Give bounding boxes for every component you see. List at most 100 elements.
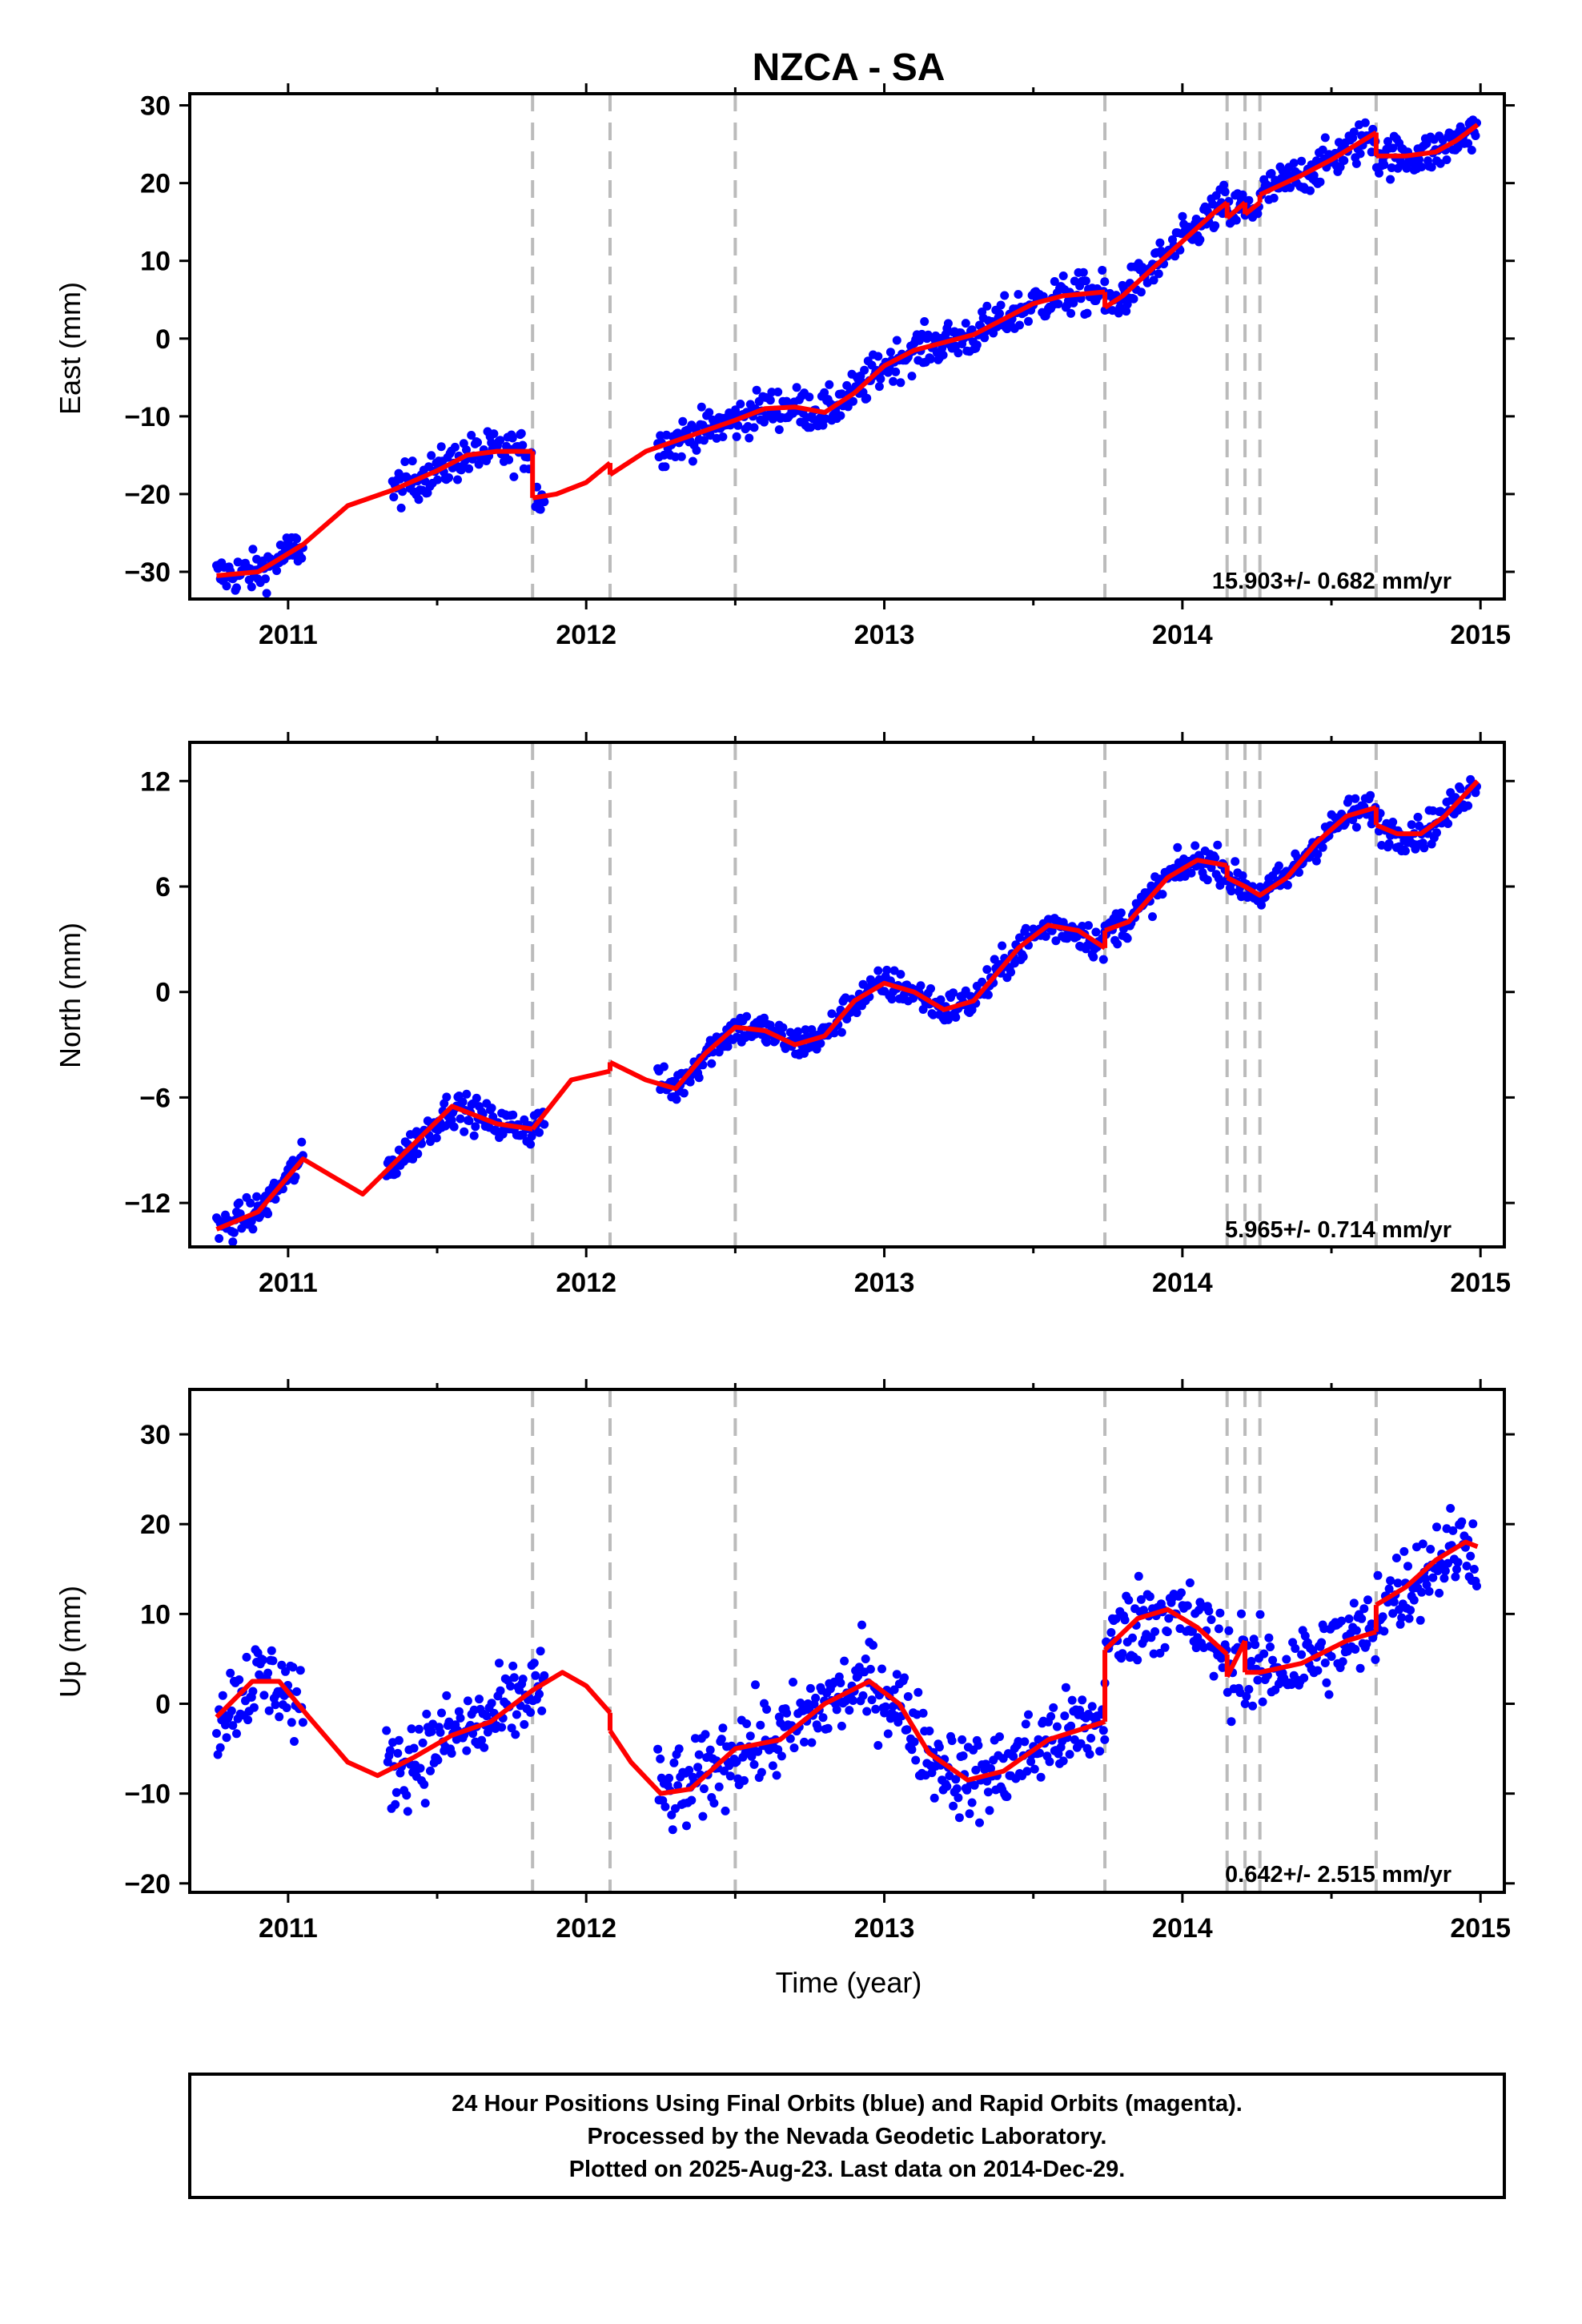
x-tick-label: 2013 xyxy=(854,1913,915,1944)
data-point xyxy=(418,1738,428,1747)
data-point xyxy=(685,1766,694,1775)
data-point xyxy=(1100,277,1110,287)
model-curve xyxy=(608,923,1106,1092)
data-point xyxy=(938,350,948,360)
data-point xyxy=(277,1660,287,1670)
data-point xyxy=(869,1641,877,1650)
model-curve xyxy=(532,460,612,501)
up-rate-label: 0.642+/- 2.515 mm/yr xyxy=(1225,1862,1452,1888)
data-point xyxy=(447,1748,456,1758)
x-tick-label: 2014 xyxy=(1152,620,1213,650)
data-point xyxy=(540,1120,549,1129)
data-point xyxy=(762,1705,772,1714)
data-point xyxy=(1021,923,1030,933)
data-point xyxy=(1024,316,1033,326)
data-point xyxy=(454,1707,464,1716)
data-point xyxy=(456,1713,465,1723)
model-curve xyxy=(608,1679,1106,1796)
data-point xyxy=(1098,955,1108,964)
data-point xyxy=(1085,1750,1094,1759)
data-point xyxy=(426,1766,435,1775)
data-point xyxy=(420,1779,429,1789)
data-point xyxy=(668,1825,677,1835)
model-curve xyxy=(1103,200,1229,310)
east-panel: East (mm) 2011 2012 2013 2014 2015 −30 −20 −10 0… xyxy=(54,83,1515,650)
y-tick-label: −20 xyxy=(124,480,171,510)
data-point xyxy=(694,1750,704,1759)
data-point xyxy=(765,396,775,405)
data-point xyxy=(896,378,905,388)
data-point xyxy=(227,1706,236,1715)
data-point xyxy=(1122,300,1132,309)
data-point xyxy=(985,1806,994,1815)
data-point xyxy=(862,1707,872,1716)
data-point xyxy=(1388,1609,1398,1618)
data-point xyxy=(768,414,777,424)
data-point xyxy=(876,374,885,384)
data-point xyxy=(1067,1695,1077,1705)
y-tick-label: 10 xyxy=(140,247,171,277)
data-point xyxy=(677,452,686,461)
data-point xyxy=(951,1775,961,1784)
data-point xyxy=(907,372,917,381)
data-point xyxy=(913,1687,923,1697)
data-point xyxy=(900,1673,909,1683)
data-point xyxy=(767,388,777,397)
data-point xyxy=(437,1708,446,1718)
model-curve xyxy=(1225,200,1247,220)
data-point xyxy=(1231,215,1241,225)
data-point xyxy=(889,1702,898,1711)
data-point xyxy=(1160,1642,1170,1652)
data-point xyxy=(1061,1683,1070,1692)
data-point xyxy=(777,1751,786,1761)
data-point xyxy=(262,589,271,598)
data-point xyxy=(1407,820,1416,830)
data-point xyxy=(774,425,784,434)
data-point xyxy=(228,1721,238,1731)
data-point xyxy=(391,1799,400,1809)
data-point xyxy=(845,1706,854,1715)
data-point xyxy=(694,1073,704,1083)
data-point xyxy=(1022,1767,1032,1776)
data-point xyxy=(291,1172,300,1182)
data-point xyxy=(1386,1576,1395,1586)
data-point xyxy=(1207,1615,1216,1624)
data-point xyxy=(248,1687,258,1696)
data-point xyxy=(1453,1558,1463,1567)
data-point xyxy=(1036,1772,1046,1782)
data-point xyxy=(268,1656,278,1666)
data-point xyxy=(772,1771,781,1780)
data-point xyxy=(1453,143,1463,152)
data-point xyxy=(887,995,897,1004)
data-point xyxy=(669,1758,679,1767)
data-point xyxy=(1106,1628,1116,1637)
data-point xyxy=(298,1718,307,1727)
data-point xyxy=(1015,320,1024,330)
data-point xyxy=(535,1128,544,1137)
data-point xyxy=(836,1679,845,1687)
data-point xyxy=(1428,1573,1438,1582)
data-point xyxy=(456,1114,465,1124)
model-curve xyxy=(1226,805,1377,898)
data-point xyxy=(1404,1614,1414,1623)
data-point xyxy=(537,1706,547,1715)
data-point xyxy=(222,1733,231,1743)
data-point xyxy=(1291,1644,1300,1653)
data-point xyxy=(427,1727,436,1736)
data-point xyxy=(902,1725,912,1735)
data-point xyxy=(1066,308,1076,318)
data-point xyxy=(691,1734,700,1743)
data-point xyxy=(1335,163,1345,172)
data-point xyxy=(243,1715,253,1725)
data-point xyxy=(242,1652,251,1662)
data-point xyxy=(1349,1598,1359,1608)
data-point xyxy=(1253,1675,1263,1685)
data-point xyxy=(1051,936,1061,946)
data-point xyxy=(518,1675,528,1684)
y-tick-label: −10 xyxy=(124,1779,171,1810)
data-point xyxy=(1115,303,1125,312)
data-point xyxy=(745,1731,755,1741)
data-point xyxy=(1248,1701,1258,1711)
data-point xyxy=(867,1695,877,1705)
data-point xyxy=(871,1704,881,1714)
